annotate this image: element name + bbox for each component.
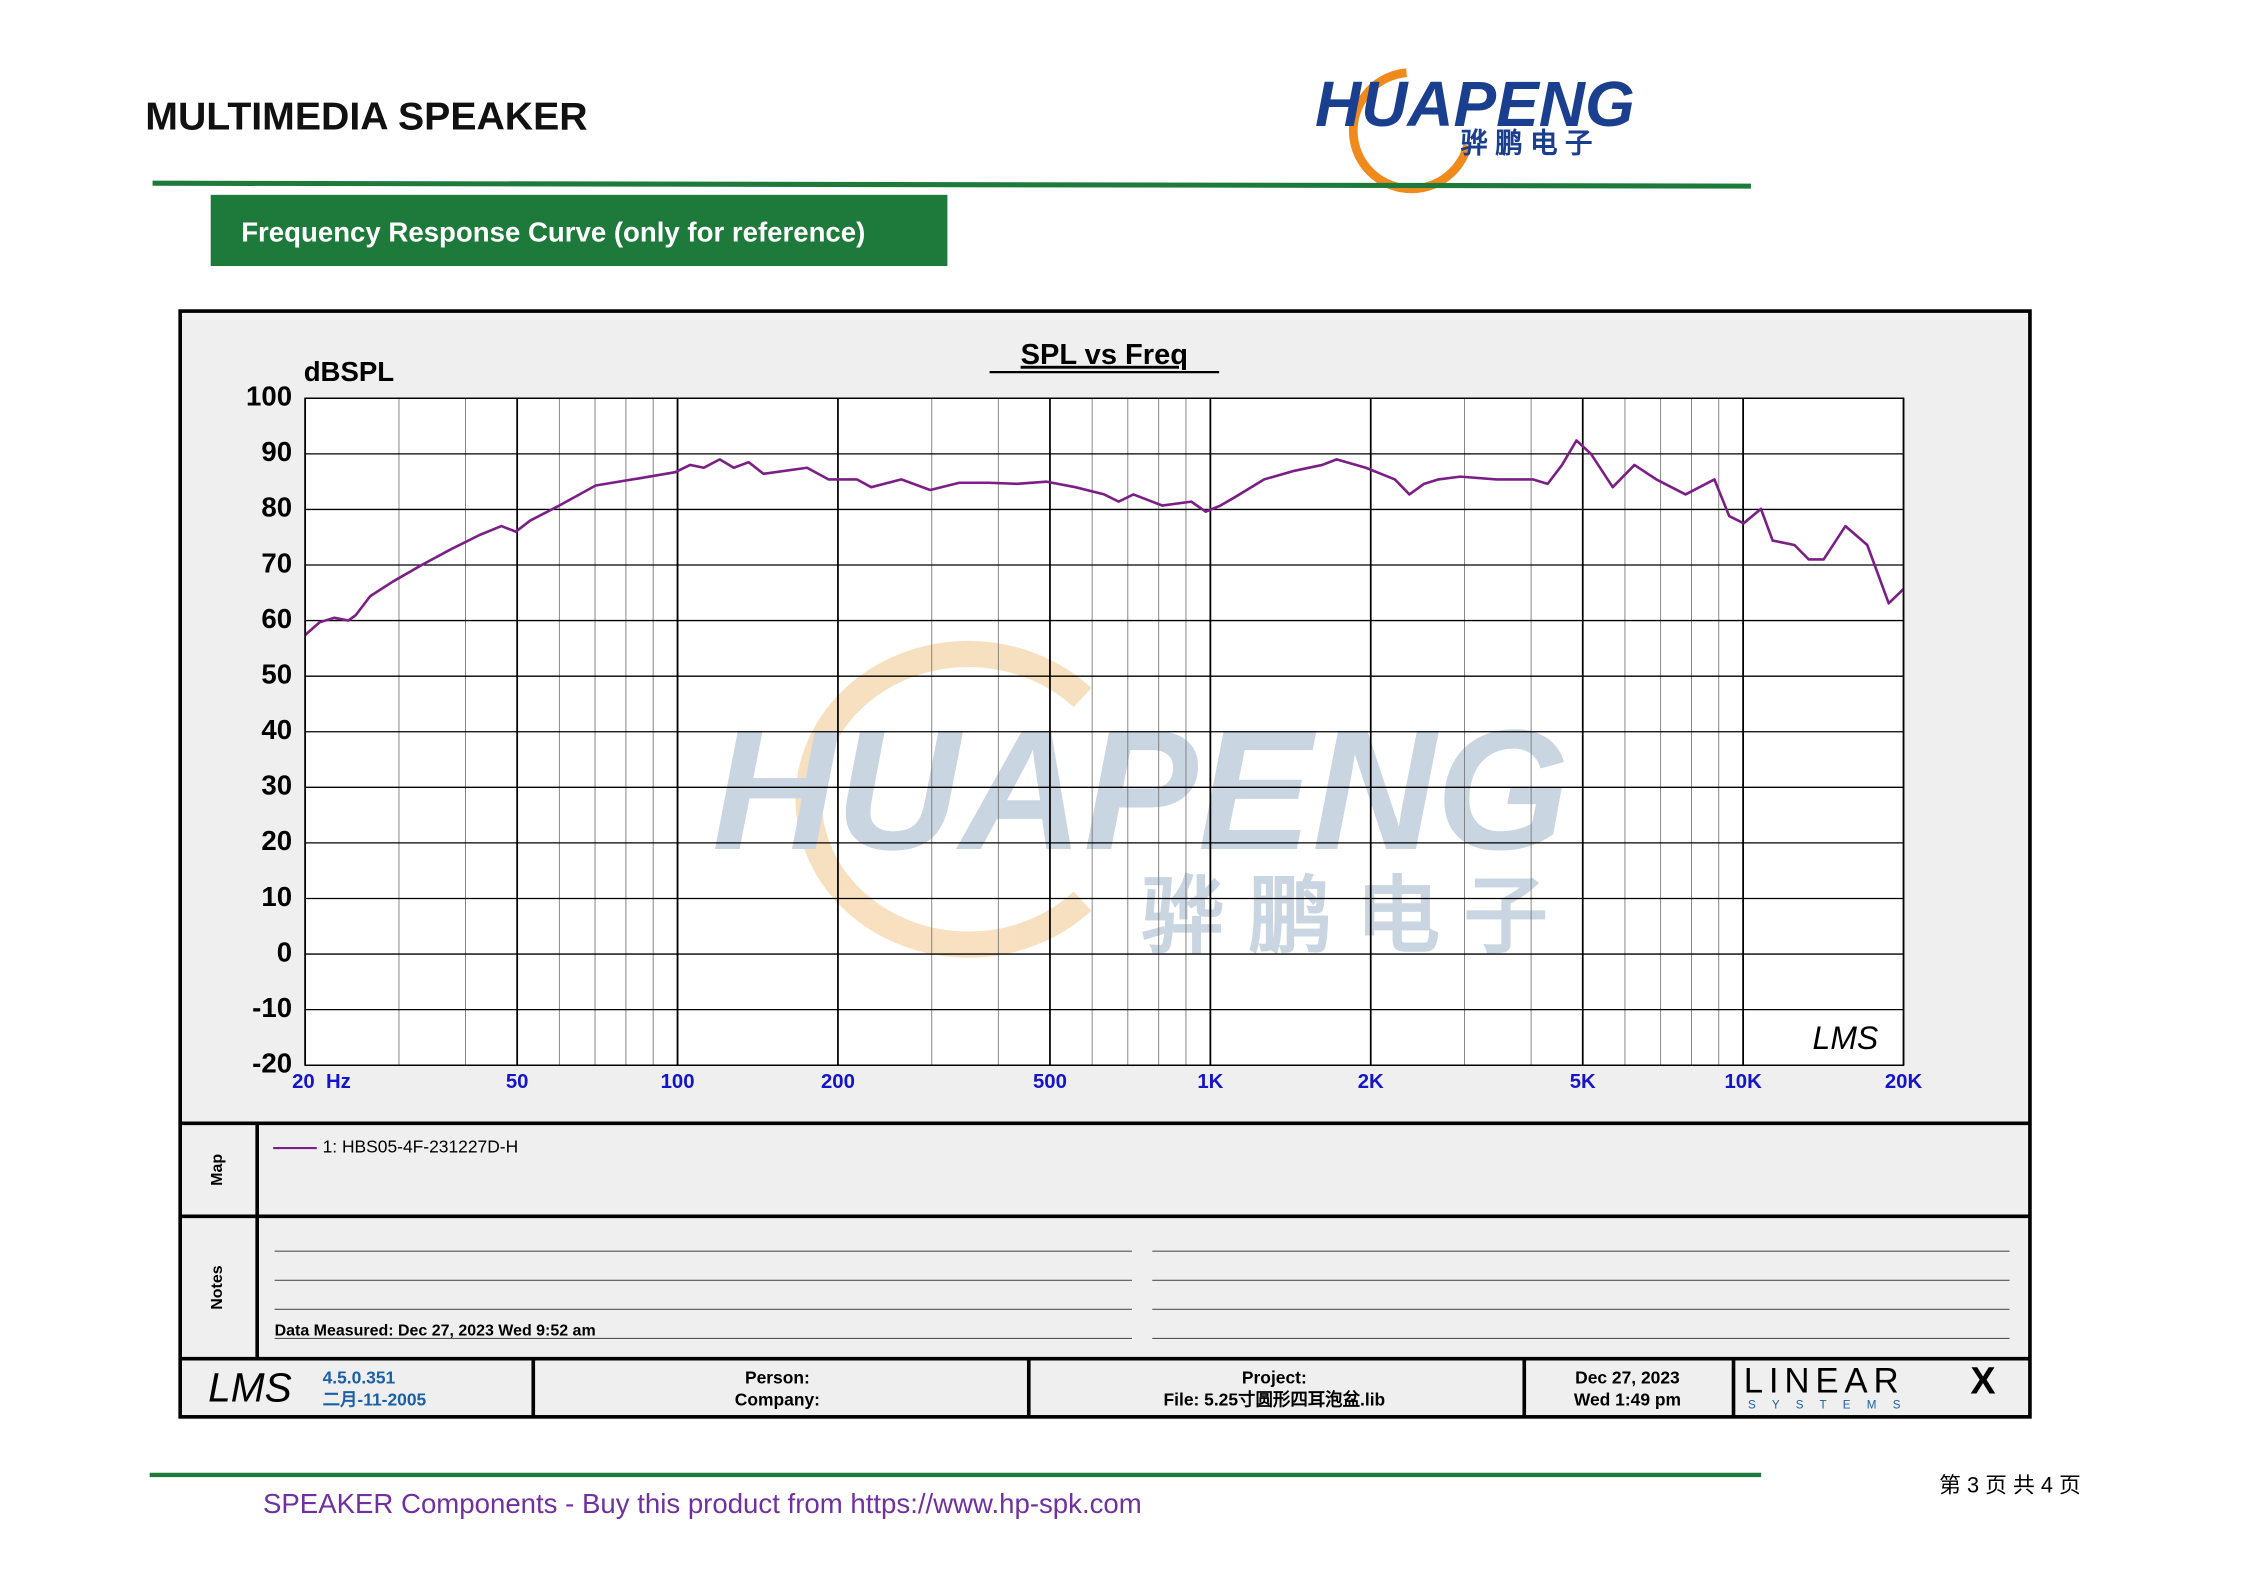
x-tick-label: 20 Hz	[292, 1071, 351, 1093]
person: Person:	[745, 1368, 810, 1388]
logo-cn: 骅鹏电子	[1460, 128, 1599, 159]
legend-label: 1: HBS05-4F-231227D-H	[323, 1137, 519, 1157]
chart-title: SPL vs Freq	[1021, 339, 1188, 371]
y-tick-label: -20	[252, 1048, 292, 1079]
x-tick-label: 2K	[1358, 1071, 1384, 1093]
x-tick-label: 1K	[1197, 1071, 1223, 1093]
legend: 1: HBS05-4F-231227D-H	[273, 1137, 518, 1157]
y-tick-label: 90	[261, 436, 292, 467]
y-tick-label: 70	[261, 547, 292, 578]
y-tick-label: 30	[261, 770, 292, 801]
section-box	[210, 194, 948, 267]
map-label: Map	[209, 1154, 226, 1186]
watermark: HUAPENG	[712, 695, 1569, 886]
time: Wed 1:49 pm	[1574, 1389, 1681, 1409]
series-line	[304, 439, 1905, 637]
lms-logo: LMS	[208, 1364, 292, 1410]
systems: S Y S T E M S	[1748, 1398, 1907, 1411]
logo-arc	[1348, 68, 1472, 194]
notes-label: Notes	[209, 1265, 226, 1309]
x-tick-label: 5K	[1570, 1071, 1596, 1093]
project: Project:	[1242, 1368, 1307, 1388]
watermark-group: HUAPENG 骅 鹏 电 子	[712, 640, 1569, 963]
lms-mark: LMS	[1813, 1020, 1879, 1056]
y-tick-label: 60	[261, 603, 292, 634]
linearx: LINEAR	[1744, 1362, 1905, 1401]
y-tick-label: 0	[277, 936, 292, 967]
header-rule	[152, 180, 1751, 189]
footer-text: SPEAKER Components - Buy this product fr…	[263, 1488, 1142, 1519]
version-date: 二月-11-2005	[323, 1389, 427, 1409]
watermark-cn: 骅 鹏 电 子	[1140, 869, 1547, 963]
linearx-x: X	[1970, 1360, 1995, 1402]
company: Company:	[735, 1389, 820, 1409]
y-tick-label: 50	[261, 658, 292, 689]
x-tick-label: 500	[1033, 1071, 1067, 1093]
y-tick-label: 10	[261, 881, 292, 912]
section-label: Frequency Response Curve (only for refer…	[241, 216, 865, 247]
file: File: 5.25寸圆形四耳泡盆.lib	[1164, 1389, 1386, 1409]
watermark-arc	[795, 640, 1092, 958]
data-measured: Data Measured: Dec 27, 2023 Wed 9:52 am	[275, 1322, 596, 1339]
date: Dec 27, 2023	[1575, 1368, 1680, 1388]
page-number: 第 3 页 共 4 页	[1939, 1472, 2081, 1497]
y-tick-label: 40	[261, 714, 292, 745]
x-tick-label: 100	[661, 1071, 695, 1093]
plot-border	[304, 397, 1905, 1066]
x-tick-label: 20K	[1885, 1071, 1923, 1093]
logo: HUAPENG	[1315, 68, 1635, 140]
note-lines	[274, 1250, 2010, 1339]
version: 4.5.0.351	[323, 1368, 396, 1388]
y-tick-label: 20	[261, 825, 292, 856]
y-axis-label: dBSPL	[304, 356, 394, 387]
y-tick-label: 100	[246, 381, 292, 412]
y-tick-label: 80	[261, 492, 292, 523]
footer-dividers	[531, 1358, 1736, 1417]
page-title: MULTIMEDIA SPEAKER	[145, 95, 587, 139]
curve-layer	[304, 439, 1905, 637]
x-tick-label: 10K	[1724, 1071, 1762, 1093]
x-tick-label: 200	[821, 1071, 855, 1093]
y-tick-label: -10	[252, 992, 292, 1023]
x-tick-label: 50	[506, 1071, 529, 1093]
